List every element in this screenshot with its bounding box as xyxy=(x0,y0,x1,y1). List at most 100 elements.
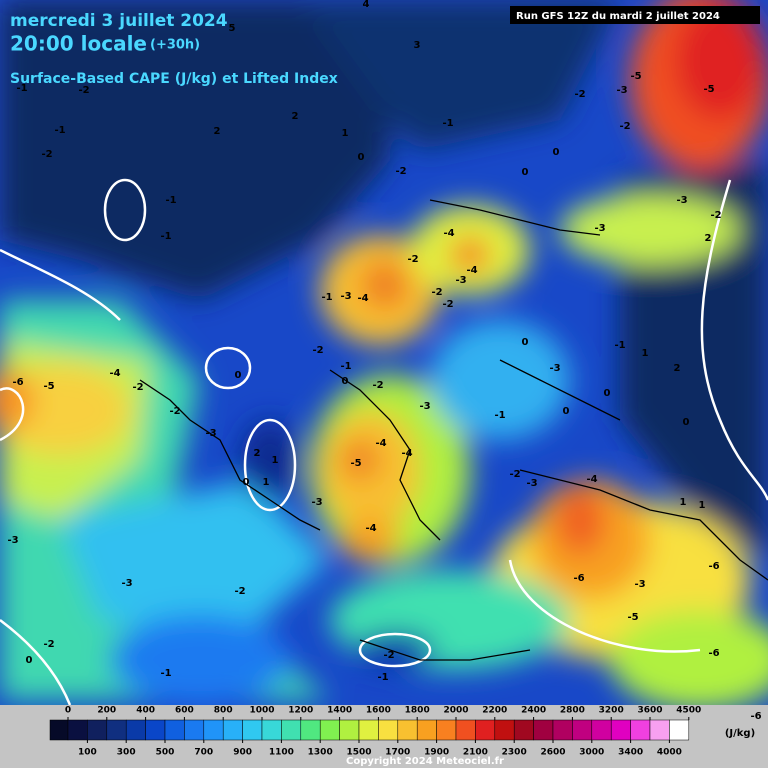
contour-label: 0 xyxy=(522,337,529,348)
colorbar-label: 900 xyxy=(233,748,252,758)
contour-label: -1 xyxy=(160,668,171,679)
contour-label: -4 xyxy=(109,368,120,379)
copyright: Copyright 2024 Meteociel.fr xyxy=(346,756,504,767)
colorbar-label: 1100 xyxy=(269,748,294,758)
contour-label: 0 xyxy=(553,147,560,158)
contour-label: -2 xyxy=(509,469,520,480)
contour-label: 3 xyxy=(414,40,421,51)
contour-label: 2 xyxy=(214,126,221,137)
contour-label: -2 xyxy=(41,149,52,160)
colorbar-label: 3400 xyxy=(618,748,643,758)
contour-label: 0 xyxy=(243,477,250,488)
contour-label: -2 xyxy=(234,586,245,597)
colorbar-label: 1800 xyxy=(405,706,430,716)
colorbar-swatch xyxy=(475,719,496,741)
contour-label: -4 xyxy=(401,448,412,459)
colorbar-swatch xyxy=(125,719,146,741)
contour-label: 2 xyxy=(674,363,681,374)
contour-label: 1 xyxy=(272,455,279,466)
colorbar-label: 2800 xyxy=(560,706,585,716)
contour-label: -4 xyxy=(586,474,597,485)
contour-label: -2 xyxy=(407,254,418,265)
contour-label: -6 xyxy=(750,711,761,722)
contour-label: -3 xyxy=(340,291,351,302)
colorbar-label: 2300 xyxy=(502,748,527,758)
contour-label: -4 xyxy=(466,265,477,276)
contour-label: 0 xyxy=(604,388,611,399)
colorbar-label: 200 xyxy=(97,706,116,716)
run-info: Run GFS 12Z du mardi 2 juillet 2024 xyxy=(516,11,720,22)
colorbar-label: 600 xyxy=(175,706,194,716)
contour-label: -3 xyxy=(526,478,537,489)
contour-label: -1 xyxy=(16,83,27,94)
colorbar-label: 4000 xyxy=(657,748,682,758)
contour-label: -3 xyxy=(549,363,560,374)
contour-label: -2 xyxy=(619,121,630,132)
colorbar-swatch xyxy=(242,719,263,741)
contour-label: -5 xyxy=(350,458,361,469)
colorbar-swatch xyxy=(222,719,243,741)
contour-label: -6 xyxy=(12,377,23,388)
contour-label: 1 xyxy=(342,128,349,139)
colorbar-swatch xyxy=(552,719,573,741)
contour-label: -3 xyxy=(455,275,466,286)
contour-label: -3 xyxy=(594,223,605,234)
contour-label: -3 xyxy=(311,497,322,508)
contour-label: 2 xyxy=(292,111,299,122)
contour-label: -1 xyxy=(340,361,351,372)
colorbar-label: 300 xyxy=(117,748,136,758)
contour-label: -5 xyxy=(43,381,54,392)
colorbar-label: 1300 xyxy=(308,748,333,758)
colorbar-swatch xyxy=(533,719,554,741)
contour-label: 0 xyxy=(563,406,570,417)
colorbar-swatch xyxy=(572,719,593,741)
colorbar-start xyxy=(49,719,69,741)
contour-label: -1 xyxy=(442,118,453,129)
colorbar-label: 2200 xyxy=(482,706,507,716)
colorbar-label: 2400 xyxy=(521,706,546,716)
contour-label: -2 xyxy=(169,406,180,417)
colorbar-swatch xyxy=(164,719,185,741)
colorbar-swatch xyxy=(261,719,282,741)
contour-label: 5 xyxy=(229,23,236,34)
time: 20:00 locale xyxy=(10,32,147,56)
contour-label: -2 xyxy=(43,639,54,650)
contour-label: -2 xyxy=(312,345,323,356)
contour-label: -2 xyxy=(132,382,143,393)
cape-field xyxy=(0,0,768,705)
contour-label: -1 xyxy=(377,672,388,683)
colorbar-swatch xyxy=(145,719,166,741)
run-box xyxy=(510,6,760,24)
colorbar-label: 100 xyxy=(78,748,97,758)
contour-label: -2 xyxy=(431,287,442,298)
contour-label: 2 xyxy=(254,448,261,459)
colorbar-label: 1900 xyxy=(424,748,449,758)
colorbar-swatch xyxy=(203,719,224,741)
colorbar-label: 1700 xyxy=(385,748,410,758)
contour-label: -2 xyxy=(710,210,721,221)
colorbar-swatch xyxy=(455,719,476,741)
contour-label: -3 xyxy=(205,428,216,439)
colorbar-swatch xyxy=(87,719,108,741)
colorbar-label: 3000 xyxy=(579,748,604,758)
colorbar-label: 1400 xyxy=(327,706,352,716)
contour-label: -6 xyxy=(708,648,719,659)
contour-label: -1 xyxy=(614,340,625,351)
colorbar-swatch xyxy=(630,719,651,741)
colorbar-swatch xyxy=(378,719,399,741)
contour-label: -6 xyxy=(708,561,719,572)
contour-label: -1 xyxy=(160,231,171,242)
contour-label: -4 xyxy=(365,523,376,534)
colorbar-label: 0 xyxy=(65,706,71,716)
contour-label: -2 xyxy=(383,650,394,661)
colorbar-label: 4500 xyxy=(676,706,701,716)
contour-label: -3 xyxy=(7,535,18,546)
contour-label: 0 xyxy=(522,167,529,178)
contour-label: -1 xyxy=(165,195,176,206)
contour-label: -5 xyxy=(630,71,641,82)
product: Surface-Based CAPE (J/kg) et Lifted Inde… xyxy=(10,71,338,87)
contour-label: -2 xyxy=(574,89,585,100)
colorbar-swatch xyxy=(397,719,418,741)
